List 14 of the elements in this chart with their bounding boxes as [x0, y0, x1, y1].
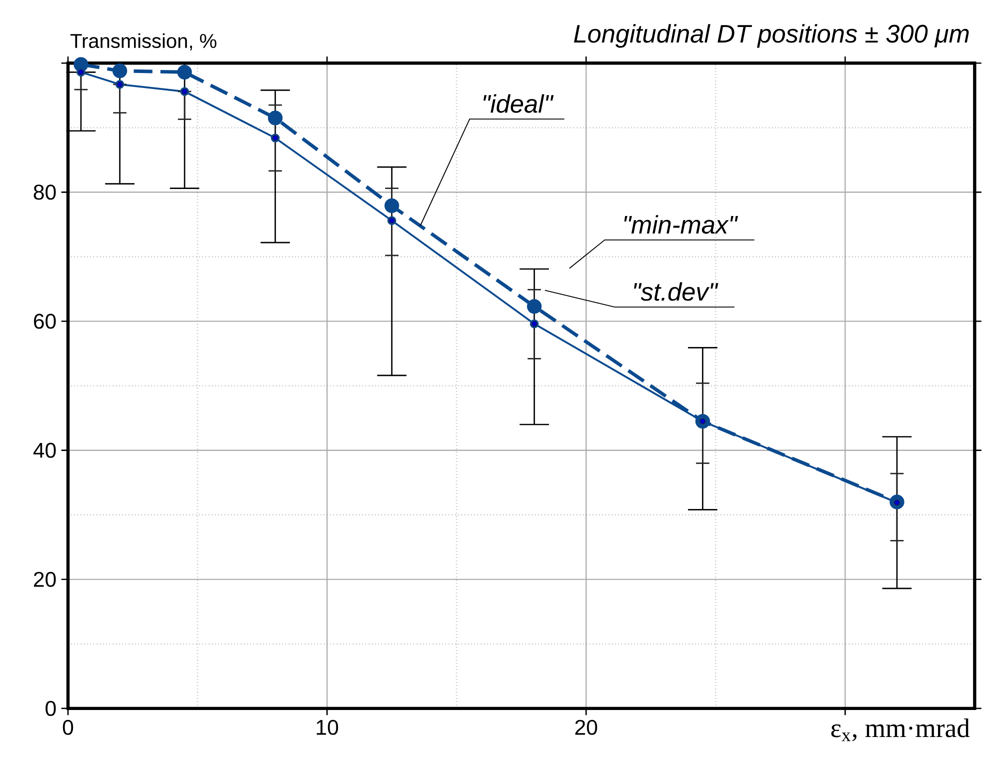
- annotation: "min-max": [624, 215, 738, 234]
- x-tick-label: 20: [575, 720, 598, 735]
- x-axis-title: ε$_{x}$, mm·mrad: [831, 718, 970, 742]
- annotation: "st.dev": [634, 282, 718, 301]
- x-tick-label: 10: [316, 720, 338, 735]
- y-axis-title: Transmission, %: [70, 33, 216, 50]
- y-tick-label: 40: [33, 442, 56, 458]
- x-tick-label: 0: [62, 720, 74, 735]
- y-tick-label: 0: [46, 700, 56, 716]
- y-tick-label: 80: [34, 184, 56, 200]
- annotation: "ideal": [484, 94, 554, 113]
- y-tick-label: 60: [34, 314, 56, 329]
- chart-title: Longitudinal DT positions ± 300 μm: [574, 24, 969, 48]
- y-tick-label: 20: [34, 572, 56, 587]
